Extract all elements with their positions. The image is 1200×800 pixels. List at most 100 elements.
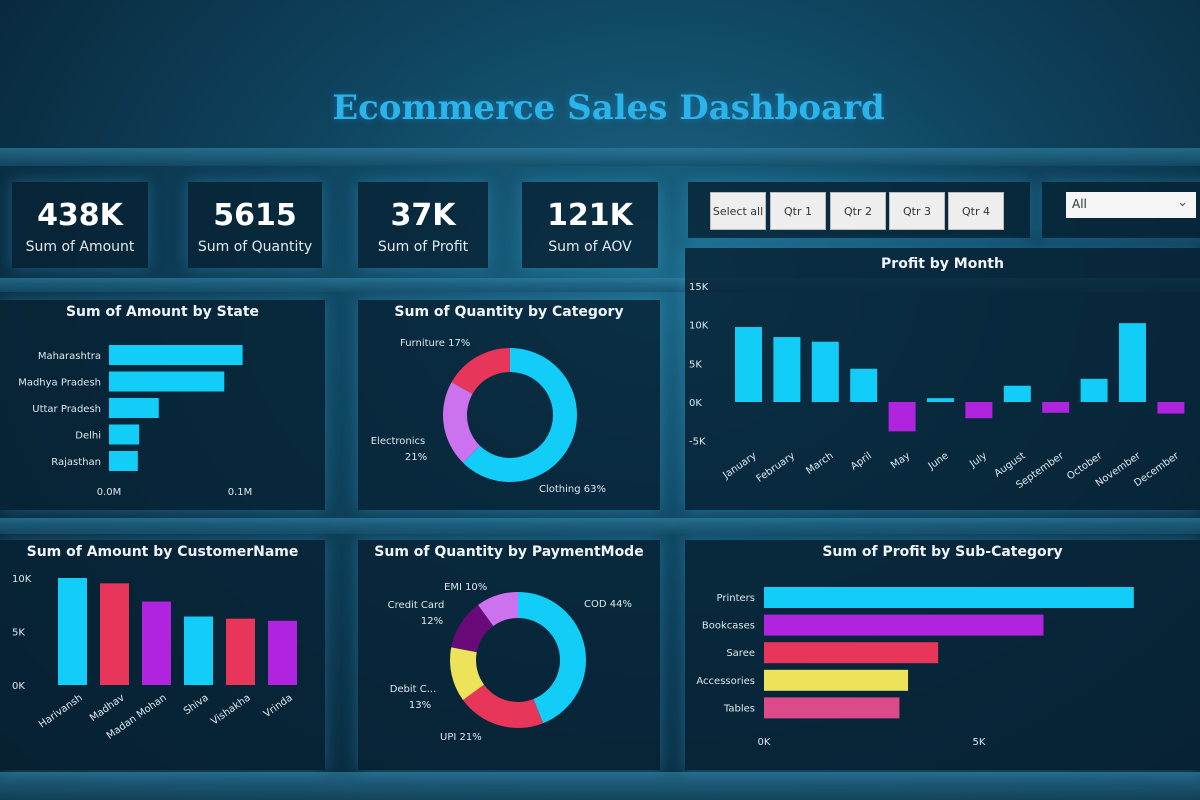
bar <box>58 578 87 685</box>
x-tick-label: April <box>849 450 874 472</box>
chart-title: Sum of Quantity by Category <box>394 304 624 320</box>
donut-slice <box>518 592 586 724</box>
kpi-label: Sum of Profit <box>377 239 469 255</box>
x-tick-label: February <box>755 450 798 484</box>
y-tick-label: 5K <box>12 628 25 639</box>
bar <box>109 345 243 365</box>
kpi-label: Sum of Amount <box>25 239 135 255</box>
x-tick-label: 5K <box>973 737 986 748</box>
y-tick-label: 15K <box>689 282 709 293</box>
category-label: Madhya Pradesh <box>18 378 101 389</box>
donut-slice <box>462 684 544 728</box>
category-label: Delhi <box>75 431 101 442</box>
quarter-slicer: Select all Qtr 1 Qtr 2 Qtr 3 Qtr 4 <box>688 182 1030 238</box>
x-tick-label: Harivansh <box>37 692 85 730</box>
x-tick-label: March <box>804 450 835 476</box>
x-tick-label: Vishakha <box>209 692 252 727</box>
y-tick-label: 5K <box>689 359 702 370</box>
chart-title: Profit by Month <box>881 256 1004 272</box>
kpi-sum-quantity: 5615 Sum of Quantity <box>188 182 322 268</box>
bar <box>226 618 255 685</box>
category-label: Saree <box>726 648 755 659</box>
category-label: Bookcases <box>702 621 755 632</box>
select-all-button[interactable]: Select all <box>710 192 766 230</box>
bar <box>1003 385 1031 402</box>
x-tick-label: 0.1M <box>228 487 253 498</box>
bar <box>100 583 129 685</box>
x-tick-label: Madhav <box>88 692 127 724</box>
chart-title: Sum of Profit by Sub-Category <box>822 544 1063 560</box>
x-tick-label: Shiva <box>182 692 211 717</box>
qtr1-button[interactable]: Qtr 1 <box>770 192 826 230</box>
bar <box>811 341 839 402</box>
bar <box>764 669 909 691</box>
kpi-label: Sum of AOV <box>548 239 632 255</box>
qtr3-button[interactable]: Qtr 3 <box>889 192 945 230</box>
slice-label: Clothing 63% <box>539 484 606 495</box>
bar <box>142 601 171 685</box>
bar <box>773 337 801 402</box>
chevron-down-icon: ⌄ <box>1177 195 1188 210</box>
x-tick-label: 0K <box>758 737 771 748</box>
slice-label: Furniture 17% <box>400 338 470 349</box>
bar <box>764 697 900 719</box>
category-label: Accessories <box>696 676 755 687</box>
x-tick-label: Vrinda <box>262 692 295 720</box>
bar <box>109 398 159 418</box>
kpi-value: 121K <box>547 198 633 233</box>
slice-label: 12% <box>421 616 443 627</box>
y-tick-label: -5K <box>689 437 706 448</box>
chart-svg: Maharashtra Madhya Pradesh Uttar Pradesh De… <box>18 345 253 498</box>
bar <box>764 614 1044 636</box>
category-donut-chart: Sum of Quantity by Category Clothing 63% E… <box>358 300 660 510</box>
bar <box>764 642 939 664</box>
chart-svg: COD 44% UPI 21% Debit C... 13% Credit Card 12… <box>388 582 632 743</box>
qtr2-button[interactable]: Qtr 2 <box>830 192 886 230</box>
category-label: Uttar Pradesh <box>32 404 101 415</box>
state-chart: Sum of Amount by State Maharashtra Madhya … <box>0 300 325 510</box>
x-tick-label: July <box>967 450 989 470</box>
chart-title: Sum of Quantity by PaymentMode <box>374 544 644 560</box>
x-tick-label: 0.0M <box>97 487 122 498</box>
profit-by-month-chart: Profit by Month 15K 10K 5K 0K -5K January Febru… <box>685 248 1200 510</box>
category-label: Maharashtra <box>38 351 101 362</box>
kpi-sum-profit: 37K Sum of Profit <box>358 182 488 268</box>
donut-slice <box>462 348 577 482</box>
bar <box>268 620 297 685</box>
category-label: Rajasthan <box>51 457 101 468</box>
chart-svg: Clothing 63% Electronics 21% Furniture 17% <box>371 338 606 495</box>
bar <box>1080 378 1108 402</box>
filter-dropdown-panel: All ⌄ <box>1042 182 1200 238</box>
donut-slice <box>451 348 510 394</box>
subcategory-chart: Sum of Profit by Sub-Category Printers Boo… <box>685 540 1200 770</box>
donut-slice <box>443 382 480 463</box>
dropdown-value: All <box>1072 197 1087 211</box>
qtr4-button[interactable]: Qtr 4 <box>948 192 1004 230</box>
category-label: Tables <box>723 703 755 714</box>
category-label: Printers <box>717 593 755 604</box>
slice-label: Electronics <box>371 436 426 447</box>
bar <box>764 587 1134 608</box>
slice-label: 13% <box>409 700 431 711</box>
slice-label: Credit Card <box>388 600 445 611</box>
x-tick-label: June <box>926 450 951 472</box>
chart-title: Sum of Amount by State <box>65 304 260 320</box>
slice-label: Debit C... <box>390 684 437 695</box>
donut-slice <box>451 604 494 653</box>
slice-label: COD 44% <box>584 599 632 610</box>
dashboard-title: Ecommerce Sales Dashboard <box>332 88 885 128</box>
bar <box>109 451 138 471</box>
chart-svg: Printers Bookcases Saree Accessories Tables 0… <box>696 587 1134 748</box>
y-tick-label: 0K <box>689 398 702 409</box>
bar <box>184 616 213 685</box>
chart-title: Sum of Amount by CustomerName <box>26 544 299 560</box>
kpi-label: Sum of Quantity <box>197 239 313 255</box>
bar <box>850 368 878 402</box>
bar <box>1042 402 1070 413</box>
kpi-value: 438K <box>37 198 123 233</box>
y-tick-label: 0K <box>12 681 25 692</box>
filter-dropdown[interactable]: All ⌄ <box>1066 192 1196 218</box>
x-tick-label: May <box>889 450 912 471</box>
